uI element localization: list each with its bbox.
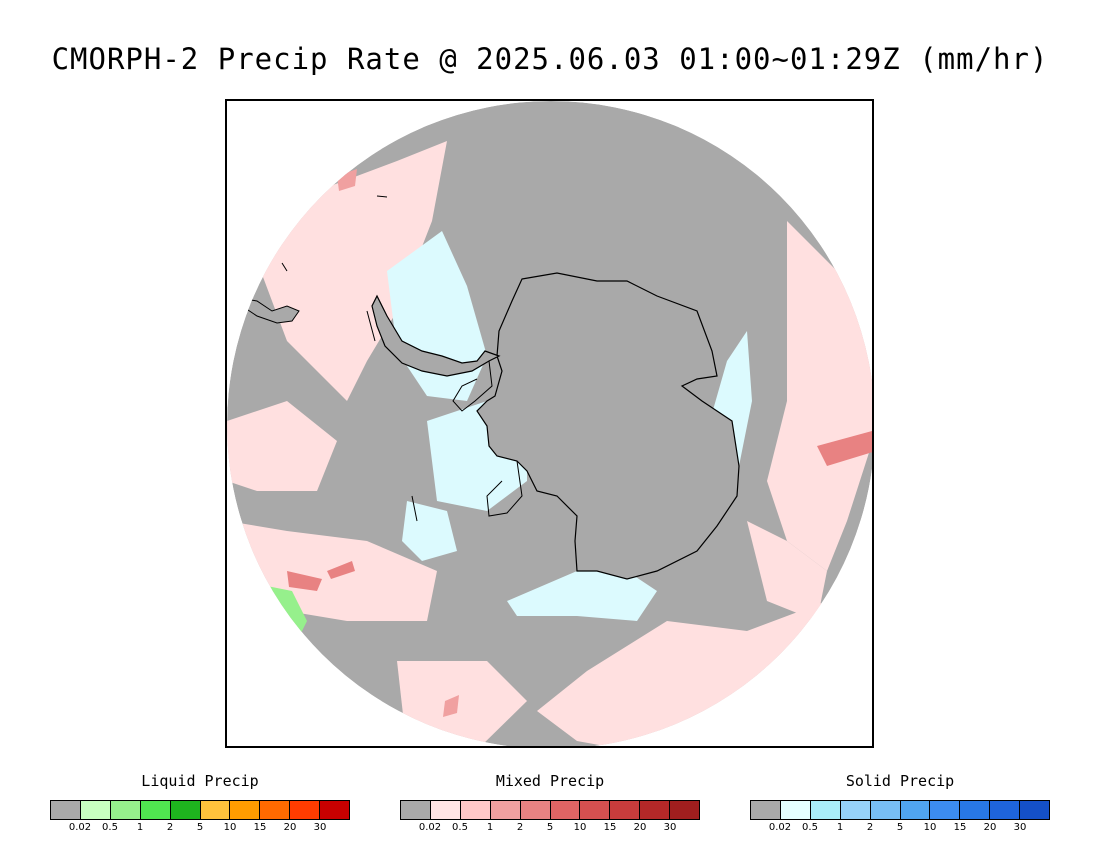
legend-tick-label: 0.02 xyxy=(68,822,92,833)
legend-swatch xyxy=(230,801,261,819)
legend-colorbar xyxy=(50,800,350,820)
legend-tick-label: 30 xyxy=(313,822,327,833)
legend-swatch xyxy=(580,801,611,819)
legend-tick-label: 0.5 xyxy=(452,822,468,833)
legend-tick-label: 0.5 xyxy=(102,822,118,833)
legend-swatch xyxy=(260,801,291,819)
legend-tick-label: 5 xyxy=(546,822,554,833)
legend-swatch xyxy=(401,801,431,819)
legend-tick-label: 15 xyxy=(253,822,267,833)
ross-sea-edge xyxy=(486,460,523,517)
legend-swatch xyxy=(960,801,991,819)
legend-swatch xyxy=(930,801,961,819)
map-title: CMORPH-2 Precip Rate @ 2025.06.03 01:00~… xyxy=(51,42,1049,76)
legend-tick-label: 20 xyxy=(283,822,297,833)
legend-tick-label: 0.02 xyxy=(418,822,442,833)
antarctica-coastline xyxy=(476,272,740,580)
legend-solid: Solid Precip 0.02 0.5 1 2 5 10 15 20 30 xyxy=(750,772,1050,834)
legend-swatch xyxy=(870,801,901,819)
legend-tick-label: 15 xyxy=(603,822,617,833)
legend-colorbar xyxy=(400,800,700,820)
legend-tick-label: 15 xyxy=(953,822,967,833)
legend-swatch xyxy=(840,801,871,819)
legend-swatch xyxy=(810,801,841,819)
solid-precip-area xyxy=(507,571,657,621)
legend-tick-label: 1 xyxy=(486,822,494,833)
legend-swatch xyxy=(460,801,491,819)
legend-title: Liquid Precip xyxy=(141,772,259,790)
legend-swatch xyxy=(110,801,141,819)
legend-mixed: Mixed Precip 0.02 0.5 1 2 5 10 15 20 30 xyxy=(400,772,700,834)
legend-tick-label: 30 xyxy=(1013,822,1027,833)
mixed-precip-heavy xyxy=(327,561,355,579)
legend-tick-label: 10 xyxy=(573,822,587,833)
polar-map xyxy=(227,101,872,746)
legend-tick-label: 2 xyxy=(516,822,524,833)
legend-tick-label: 10 xyxy=(223,822,237,833)
legend-tick-label: 1 xyxy=(136,822,144,833)
legend-colorbar xyxy=(750,800,1050,820)
legend-ticks: 0.02 0.5 1 2 5 10 15 20 30 xyxy=(50,820,350,834)
legend-swatch xyxy=(550,801,581,819)
antarctic-peninsula xyxy=(371,294,501,377)
legend-swatch xyxy=(990,801,1021,819)
map-panel xyxy=(225,99,874,748)
legend-tick-label: 30 xyxy=(663,822,677,833)
legend-swatch xyxy=(170,801,201,819)
legend-swatch xyxy=(610,801,641,819)
mixed-precip-area xyxy=(227,401,337,491)
legend-swatch xyxy=(670,801,700,819)
legend-tick-label: 10 xyxy=(923,822,937,833)
legend-swatch xyxy=(490,801,521,819)
legend-title: Solid Precip xyxy=(845,772,955,790)
mixed-precip-area xyxy=(747,521,827,621)
legend-title: Mixed Precip xyxy=(495,772,605,790)
legend-tick-label: 0.02 xyxy=(768,822,792,833)
legend-swatch xyxy=(320,801,350,819)
weddell-sea-edge xyxy=(452,360,493,412)
mixed-precip-heavy xyxy=(817,431,872,466)
legend-swatch xyxy=(51,801,81,819)
legend-tick-label: 2 xyxy=(866,822,874,833)
legend-ticks: 0.02 0.5 1 2 5 10 15 20 30 xyxy=(400,820,700,834)
legend-swatch xyxy=(751,801,781,819)
legend-swatch xyxy=(900,801,931,819)
legend-tick-label: 20 xyxy=(633,822,647,833)
legend-swatch xyxy=(520,801,551,819)
mixed-precip-heavy xyxy=(443,695,459,717)
legend-tick-label: 5 xyxy=(896,822,904,833)
legend-swatch xyxy=(290,801,321,819)
coast-islands xyxy=(281,195,418,522)
legend-swatch xyxy=(430,801,461,819)
mixed-precip-heavy xyxy=(287,571,322,591)
legend-swatch xyxy=(780,801,811,819)
legend-tick-label: 0.5 xyxy=(802,822,818,833)
precip-field xyxy=(227,101,872,746)
legend-swatch xyxy=(640,801,671,819)
legend-liquid: Liquid Precip 0.02 0.5 1 2 5 10 15 20 30 xyxy=(50,772,350,834)
mixed-precip-area xyxy=(767,221,872,571)
legend-ticks: 0.02 0.5 1 2 5 10 15 20 30 xyxy=(750,820,1050,834)
legend-tick-label: 1 xyxy=(836,822,844,833)
legend-swatch xyxy=(80,801,111,819)
legend-swatch xyxy=(140,801,171,819)
legend-tick-label: 2 xyxy=(166,822,174,833)
legend-tick-label: 20 xyxy=(983,822,997,833)
legend-tick-label: 5 xyxy=(196,822,204,833)
legend-swatch xyxy=(200,801,231,819)
legend-swatch xyxy=(1020,801,1050,819)
